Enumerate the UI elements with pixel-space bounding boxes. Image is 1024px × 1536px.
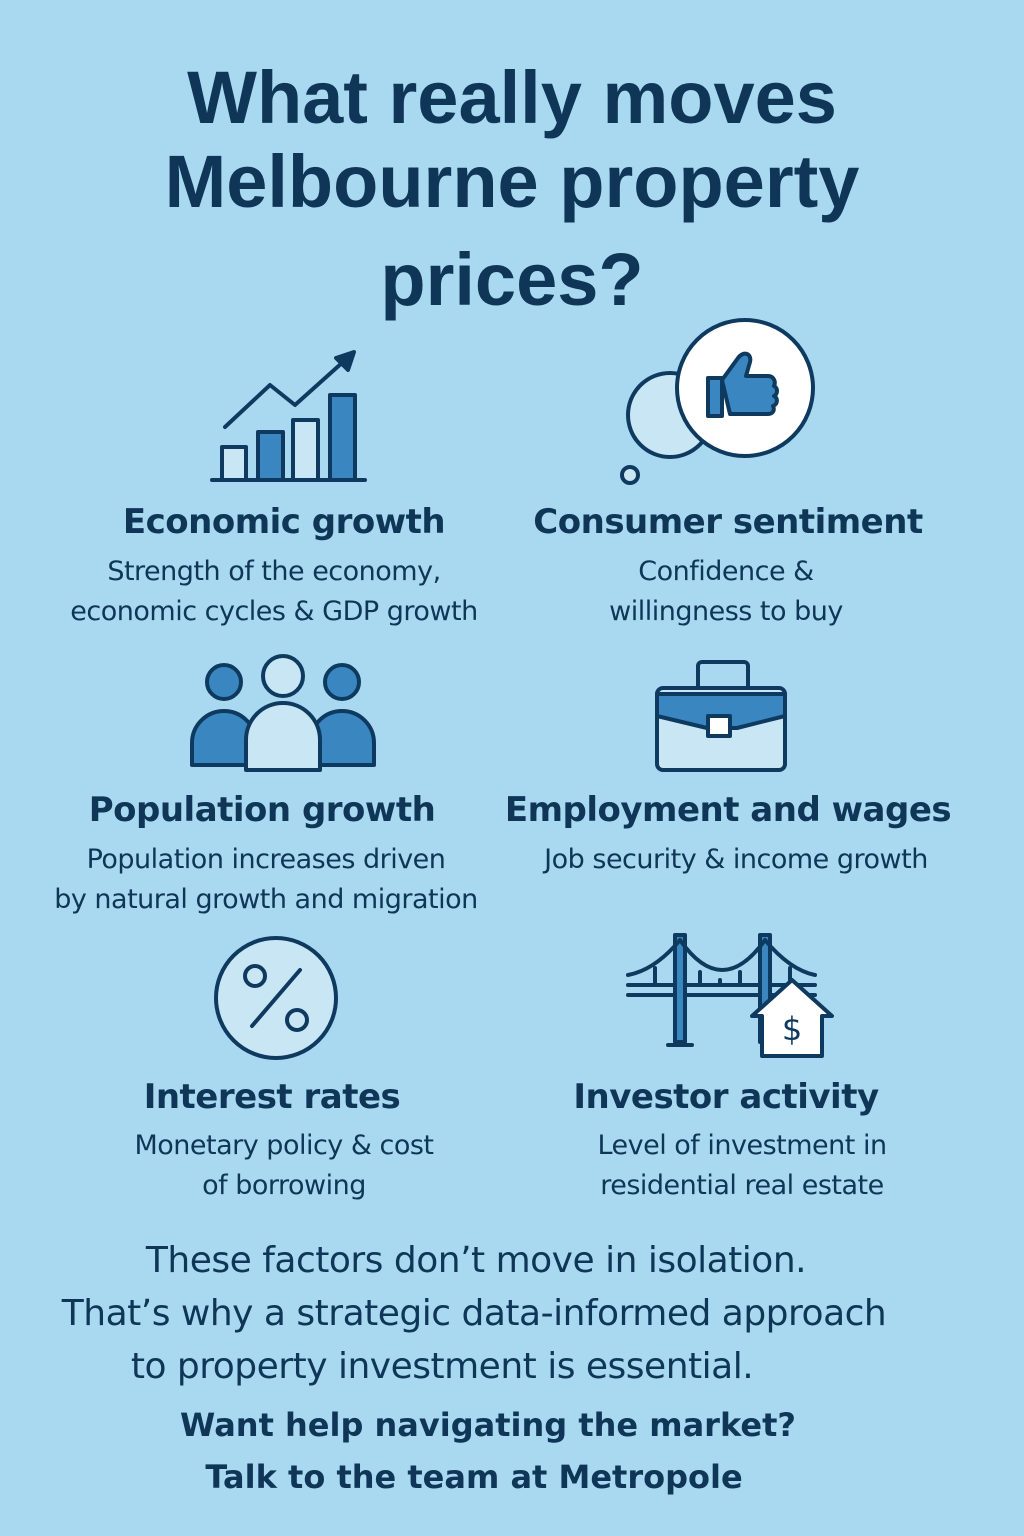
factor-heading: Interest rates (143, 1077, 401, 1117)
sentiment-icon (620, 318, 815, 485)
closing-line: to property investment is essential. (130, 1346, 754, 1387)
factor-heading: Population growth (88, 790, 436, 830)
title-line: What really moves (187, 56, 837, 139)
bridge-icon: $ (626, 933, 834, 1058)
factor-description: Monetary policy & cost (134, 1130, 434, 1161)
factor-heading: Consumer sentiment (533, 502, 923, 542)
title-line: prices? (380, 238, 644, 321)
closing-line: That’s why a strategic data-informed app… (61, 1293, 887, 1334)
factor-description: willingness to buy (609, 596, 843, 627)
closing-line: These factors don’t move in isolation. (145, 1240, 807, 1281)
factor-heading: Investor activity (573, 1077, 879, 1117)
dollar-sign: $ (782, 1010, 802, 1048)
factor-description: residential real estate (600, 1170, 884, 1201)
factor-heading: Employment and wages (504, 790, 952, 830)
factor-description: by natural growth and migration (54, 884, 478, 915)
factor-description: Population increases driven (86, 844, 446, 875)
factor-description: Strength of the economy, (107, 556, 441, 587)
factor-description: Job security & income growth (544, 844, 928, 875)
people-icon (190, 654, 376, 772)
factor-heading: Economic growth (122, 502, 446, 542)
chart-icon (210, 350, 367, 482)
factor-description: of borrowing (202, 1170, 366, 1201)
title-line: Melbourne property (164, 140, 860, 223)
factor-description: Confidence & (638, 556, 814, 587)
cta-line: Want help navigating the market? (180, 1406, 796, 1444)
percent-icon (214, 936, 338, 1060)
factor-description: economic cycles & GDP growth (70, 596, 478, 627)
briefcase-icon (655, 660, 787, 772)
factor-description: Level of investment in (597, 1130, 887, 1161)
cta-line: Talk to the team at Metropole (205, 1458, 743, 1496)
